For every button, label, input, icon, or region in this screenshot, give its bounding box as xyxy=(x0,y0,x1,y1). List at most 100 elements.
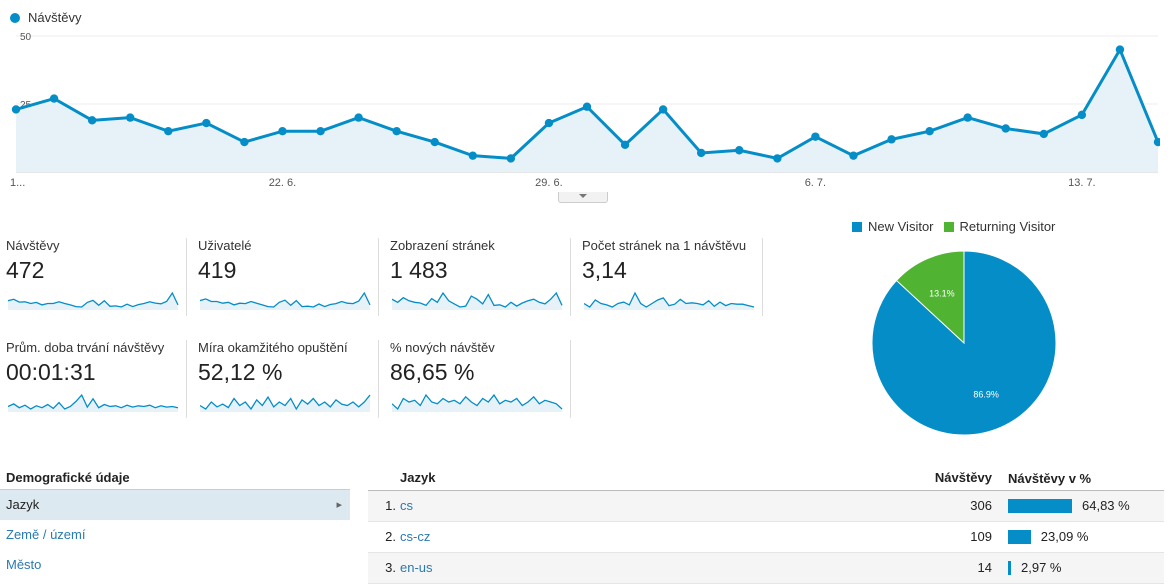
main-chart-legend[interactable]: Návštěvy xyxy=(10,10,81,25)
table-header: Jazyk Návštěvy Návštěvy v % xyxy=(368,466,1164,491)
data-point[interactable] xyxy=(620,140,630,149)
table-row: 3. en-us 14 2,97 % xyxy=(368,553,1164,584)
language-link[interactable]: cs xyxy=(400,498,413,513)
metric-value: 1 483 xyxy=(390,257,448,283)
data-point[interactable] xyxy=(773,154,782,163)
metric-sparkline xyxy=(8,291,179,310)
data-point[interactable] xyxy=(11,105,21,114)
demographics-item-country[interactable]: Země / území xyxy=(6,527,86,542)
column-header-visits-pct[interactable]: Návštěvy v % xyxy=(1008,470,1092,486)
data-point[interactable] xyxy=(240,137,249,147)
metric-sparkline xyxy=(200,394,371,412)
pie-legend-item-new[interactable]: New Visitor xyxy=(852,219,934,234)
data-point[interactable] xyxy=(1077,110,1087,120)
metric-bounce-rate[interactable]: Míra okamžitého opuštění 52,12 % xyxy=(198,340,379,418)
data-point[interactable] xyxy=(392,127,401,136)
sparkline-fill xyxy=(392,395,562,412)
visitor-type-pie-chart[interactable]: 86.9% 13.1% xyxy=(840,214,1090,444)
x-tick-label: 6. 7. xyxy=(805,177,826,189)
data-point[interactable] xyxy=(963,113,972,122)
data-point[interactable] xyxy=(887,135,896,144)
column-header-visits[interactable]: Návštěvy xyxy=(934,470,992,485)
sparkline-line xyxy=(392,393,563,411)
metric-pageviews[interactable]: Zobrazení stránek 1 483 xyxy=(390,238,571,316)
data-point[interactable] xyxy=(202,118,211,128)
table-row: 1. cs 306 64,83 % xyxy=(368,491,1164,522)
data-point[interactable] xyxy=(164,127,173,136)
demographics-item-language[interactable]: Jazyk xyxy=(0,490,350,520)
metric-new-visits[interactable]: % nových návštěv 86,65 % xyxy=(390,340,571,418)
visits-pct-value: 23,09 % xyxy=(1040,529,1089,544)
sparkline-fill xyxy=(200,395,370,412)
metric-label: Míra okamžitého opuštění xyxy=(198,340,348,355)
data-point[interactable] xyxy=(278,127,287,136)
sparkline-fill xyxy=(8,293,178,310)
visits-pct-bar xyxy=(1008,561,1011,575)
chart-expand-handle[interactable] xyxy=(558,192,608,203)
data-point[interactable] xyxy=(430,137,439,147)
metric-label: Návštěvy xyxy=(6,238,60,253)
data-point[interactable] xyxy=(811,132,820,141)
demographics-title: Demografické údaje xyxy=(0,466,350,490)
visits-pct-cell: 2,97 % xyxy=(992,553,1164,583)
demographics-item-city[interactable]: Město xyxy=(6,557,42,572)
data-point[interactable] xyxy=(658,105,668,114)
x-tick-label: 22. 6. xyxy=(269,177,297,189)
sparkline-fill xyxy=(584,293,754,310)
data-point[interactable] xyxy=(1001,124,1010,133)
data-point[interactable] xyxy=(87,116,97,125)
data-point[interactable] xyxy=(582,102,592,111)
metric-value: 00:01:31 xyxy=(6,359,96,385)
data-point[interactable] xyxy=(49,94,59,103)
metric-users[interactable]: Uživatelé 419 xyxy=(198,238,379,316)
table-body: 1. cs 306 64,83 % 2. cs-cz 109 23,09 % 3. en-us 14… xyxy=(368,491,1164,584)
data-point[interactable] xyxy=(1153,137,1160,147)
pie-legend-item-returning[interactable]: Returning Visitor xyxy=(943,219,1055,234)
sparkline-fill xyxy=(392,293,562,310)
metric-label: Počet stránek na 1 návštěvu xyxy=(582,238,747,253)
metric-sparkline xyxy=(200,291,371,310)
sparkline-line xyxy=(584,291,755,308)
pie-slice-returning-visitor[interactable] xyxy=(895,250,965,345)
language-link[interactable]: cs-cz xyxy=(400,529,431,544)
data-point[interactable] xyxy=(544,118,554,128)
metric-value: 472 xyxy=(6,257,45,283)
data-point[interactable] xyxy=(925,127,934,136)
data-point[interactable] xyxy=(468,151,477,160)
new-visitor-swatch-icon xyxy=(852,221,862,232)
sparkline-line xyxy=(200,291,371,308)
x-tick-label: 13. 7. xyxy=(1068,177,1096,189)
metric-avg-duration[interactable]: Prům. doba trvání návštěvy 00:01:31 xyxy=(6,340,187,418)
sparkline-line xyxy=(392,291,563,308)
language-link[interactable]: en-us xyxy=(400,560,433,575)
metric-visits[interactable]: Návštěvy 472 xyxy=(6,238,187,316)
data-point[interactable] xyxy=(1115,45,1125,54)
metric-value: 419 xyxy=(198,257,237,283)
series-dot-icon xyxy=(10,12,20,23)
pie-legend: New Visitor Returning Visitor xyxy=(852,219,1065,234)
metric-sparkline xyxy=(392,291,563,310)
visits-pct-bar xyxy=(1008,530,1031,544)
data-point[interactable] xyxy=(1039,129,1049,139)
visits-pct-value: 2,97 % xyxy=(1021,560,1062,575)
data-point[interactable] xyxy=(506,154,516,163)
visits-value: 306 xyxy=(970,498,992,513)
x-tick-label: 1... xyxy=(10,177,25,189)
data-point[interactable] xyxy=(849,151,858,160)
visits-pct-value: 64,83 % xyxy=(1082,498,1130,513)
column-header-language[interactable]: Jazyk xyxy=(400,470,436,485)
x-tick-label: 29. 6. xyxy=(535,177,563,189)
data-point[interactable] xyxy=(354,113,363,122)
metric-sparkline xyxy=(392,393,563,412)
data-point[interactable] xyxy=(697,148,706,158)
visits-pct-cell: 64,83 % xyxy=(992,491,1164,521)
row-index: 1. xyxy=(385,498,396,513)
metric-pages-per-visit[interactable]: Počet stránek na 1 návštěvu 3,14 xyxy=(582,238,763,316)
row-index: 2. xyxy=(385,529,396,544)
metric-label: Prům. doba trvání návštěvy xyxy=(6,340,165,355)
data-point[interactable] xyxy=(735,146,744,155)
visits-value: 14 xyxy=(977,560,992,575)
data-point[interactable] xyxy=(316,127,325,136)
data-point[interactable] xyxy=(126,113,135,122)
